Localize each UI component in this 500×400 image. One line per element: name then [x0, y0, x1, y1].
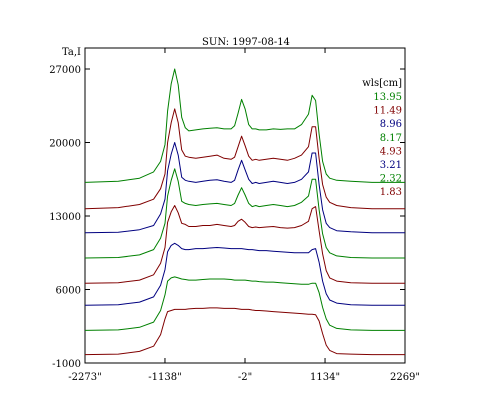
series-line-8-96: [84, 142, 405, 234]
series-line-13-95: [84, 68, 405, 183]
legend: 13.95 11.49 8.96 8.17 4.93 3.21 2.32 1.83: [373, 92, 402, 198]
y-tick-label: -1000: [52, 359, 81, 370]
series-line-2-32: [84, 276, 405, 331]
y-tick-label: 27000: [49, 65, 81, 76]
x-axis-ticks: -2273" -1138" -2" 1134" 2269": [68, 48, 420, 383]
y-tick-label: 20000: [49, 139, 81, 150]
x-tick-label: -2273": [68, 372, 101, 383]
series-line-4-93: [84, 205, 405, 284]
chart-title: SUN: 1997-08-14: [202, 37, 290, 48]
legend-entry: 2.32: [380, 174, 402, 185]
series-line-8-17: [84, 168, 405, 259]
y-tick-label: 6000: [56, 286, 81, 297]
legend-entry: 8.96: [380, 119, 402, 130]
series-lines: [84, 68, 405, 356]
y-axis-label: Ta,I: [62, 47, 81, 58]
x-tick-label: -2": [238, 372, 252, 383]
series-line-11-49: [84, 108, 405, 210]
legend-entry: 8.17: [380, 133, 402, 144]
series-line-1-83: [84, 307, 405, 356]
legend-title: wls[cm]: [362, 78, 402, 89]
y-axis-ticks: 27000 20000 13000 6000 -1000: [49, 65, 405, 370]
legend-entry: 3.21: [380, 160, 402, 171]
x-tick-label: -1138": [148, 372, 181, 383]
x-tick-label: 2269": [390, 372, 420, 383]
legend-entry: 4.93: [380, 146, 402, 157]
legend-entry: 11.49: [373, 106, 402, 117]
y-tick-label: 13000: [49, 212, 81, 223]
x-tick-label: 1134": [310, 372, 340, 383]
legend-entry: 13.95: [373, 92, 402, 103]
series-line-3-21: [84, 242, 405, 306]
legend-entry: 1.83: [380, 187, 402, 198]
